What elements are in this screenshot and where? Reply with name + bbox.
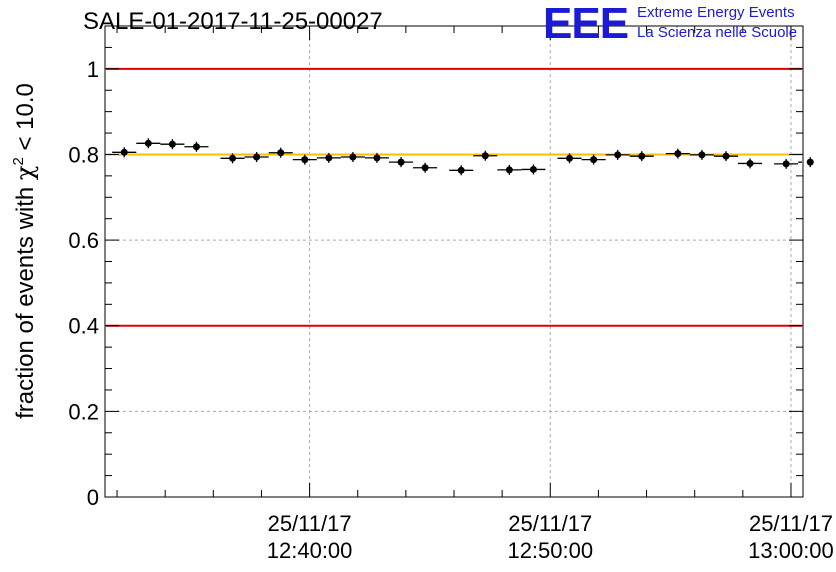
- y-tick-label: 0: [87, 485, 99, 510]
- data-point-marker: [698, 151, 706, 159]
- y-tick-label: 1: [87, 57, 99, 82]
- data-point: [340, 152, 365, 163]
- reference-lines: [106, 67, 802, 327]
- data-point: [364, 152, 390, 163]
- data-point: [184, 141, 209, 152]
- data-point-marker: [590, 156, 598, 164]
- data-point: [473, 150, 498, 161]
- y-axis-label-chi: χ: [11, 165, 39, 180]
- x-tick-label-time: 12:50:00: [507, 538, 593, 563]
- data-point: [774, 158, 799, 169]
- data-point-marker: [746, 159, 754, 167]
- data-point-marker: [192, 143, 200, 151]
- data-point-marker: [566, 154, 574, 162]
- data-point: [497, 164, 522, 175]
- data-point: [389, 157, 414, 168]
- y-tick-label: 0.6: [68, 228, 99, 253]
- data-point: [629, 151, 654, 162]
- data-point-marker: [277, 149, 285, 157]
- x-tick-label-time: 12:40:00: [267, 538, 353, 563]
- x-tick-label-date: 25/11/17: [268, 511, 352, 536]
- y-axis-label-pre: fraction of events with: [12, 180, 39, 419]
- data-point: [136, 138, 161, 149]
- plot-frame: [104, 25, 804, 498]
- data-point: [268, 147, 293, 158]
- data-point-marker: [168, 140, 176, 148]
- data-point-marker: [144, 139, 152, 147]
- y-tick-label: 0.2: [68, 399, 99, 424]
- data-point-marker: [301, 156, 309, 164]
- x-tick-label-date: 25/11/17: [508, 511, 592, 536]
- y-tick-label: 0.8: [68, 142, 99, 167]
- y-axis-label: fraction of events with χ2 < 10.0: [10, 83, 39, 419]
- data-point: [689, 149, 714, 160]
- data-point: [605, 149, 630, 160]
- data-point-marker: [782, 160, 790, 168]
- x-tick-label-date: 25/11/17: [749, 511, 833, 536]
- data-point-marker: [253, 153, 261, 161]
- grid-layer: [105, 26, 803, 497]
- eee-logo: EEE Extreme Energy Events La Scienza nel…: [543, 0, 833, 48]
- data-point-marker: [120, 148, 128, 156]
- data-point-marker: [325, 154, 333, 162]
- y-tick-label: 0.4: [68, 314, 99, 339]
- data-point-marker: [614, 151, 622, 159]
- data-point: [112, 147, 137, 158]
- data-point-marker: [229, 154, 237, 162]
- data-point: [449, 165, 474, 176]
- data-point-marker: [529, 165, 537, 173]
- data-point-marker: [674, 150, 682, 158]
- data-point: [160, 139, 185, 150]
- data-point: [798, 157, 814, 168]
- data-point: [413, 162, 438, 173]
- data-point: [220, 153, 245, 164]
- data-point: [738, 158, 763, 169]
- y-axis-label-post: < 10.0: [12, 83, 39, 157]
- data-point-marker: [806, 158, 814, 166]
- chart-title: SALE-01-2017-11-25-00027: [83, 8, 383, 35]
- y-axis-label-sup: 2: [10, 157, 27, 165]
- data-series: [112, 138, 814, 176]
- data-point: [713, 151, 739, 162]
- data-point-marker: [722, 152, 730, 160]
- data-point: [521, 164, 546, 175]
- data-point: [581, 154, 606, 165]
- eee-logo-mark: EEE: [543, 0, 629, 48]
- data-point-marker: [505, 166, 513, 174]
- data-point-marker: [373, 154, 381, 162]
- x-tick-label-time: 13:00:00: [748, 538, 834, 563]
- data-point: [557, 153, 582, 164]
- data-point: [244, 152, 269, 163]
- data-point: [292, 154, 317, 165]
- data-point-marker: [481, 152, 489, 160]
- data-point-marker: [397, 158, 405, 166]
- data-point-marker: [457, 166, 465, 174]
- logo-text-line2: La Scienza nelle Scuole: [637, 24, 798, 41]
- data-point-marker: [421, 164, 429, 172]
- data-point: [665, 148, 690, 159]
- data-point-marker: [638, 152, 646, 160]
- data-point: [316, 152, 341, 163]
- logo-text-line1: Extreme Energy Events: [637, 4, 795, 21]
- axes: 00.20.40.60.8125/11/1712:40:0025/11/1712…: [68, 26, 834, 563]
- data-point-marker: [349, 153, 357, 161]
